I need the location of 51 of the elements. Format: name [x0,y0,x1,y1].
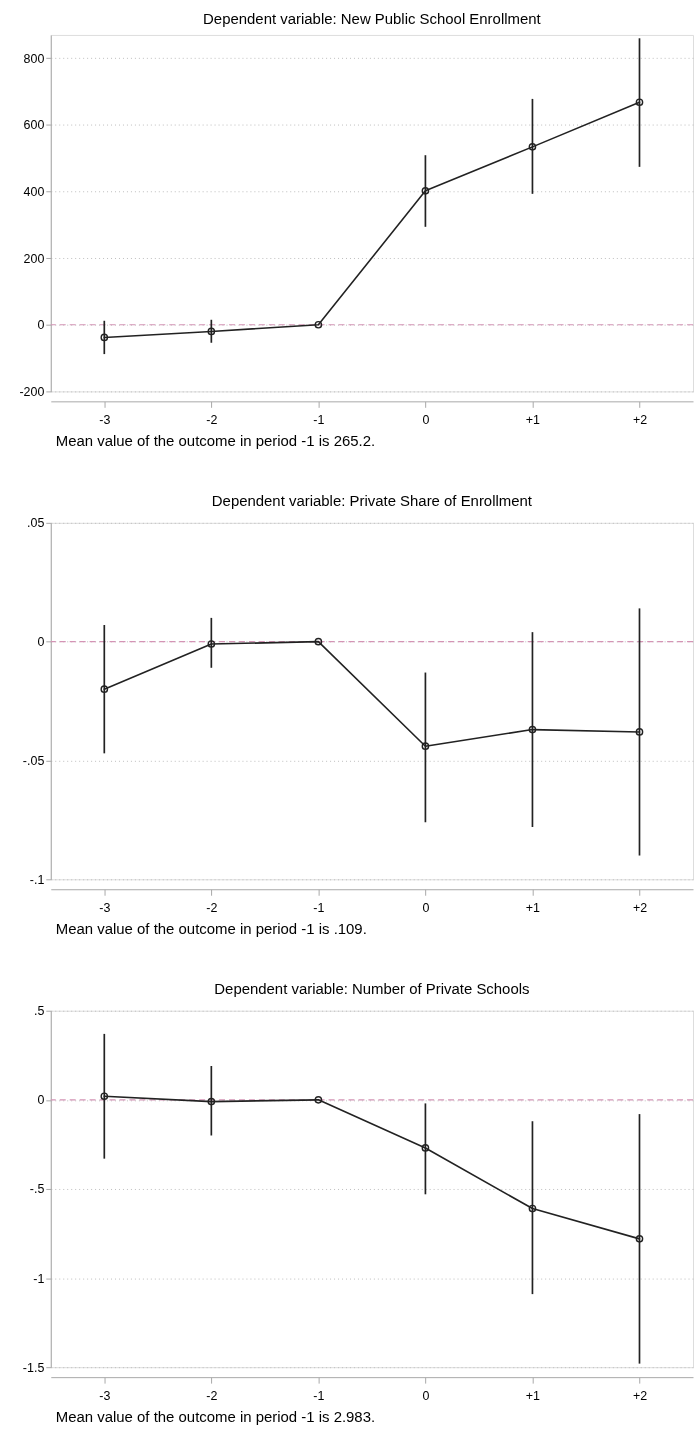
text: Mean value of the outcome in period -1 is .109. [55,920,367,938]
y-tick-label: 800 [23,51,45,66]
y-tick-label: 0 [37,318,45,333]
x-tick-label: 0 [422,412,430,427]
y-tick-label: 200 [23,251,45,266]
point [314,637,323,646]
x-tick-label: -2 [206,1388,218,1403]
x-tick-label: +2 [632,412,648,427]
y-tick-label: -1 [33,1271,45,1286]
x-tick-label: +1 [525,1388,541,1403]
x-tick-label: -2 [206,900,218,915]
point [421,187,430,195]
text: Mean value of the outcome in period -1 is 2.983. [55,1407,376,1425]
x-tick-label: -3 [99,412,111,427]
y-tick-label: 0 [37,1093,45,1108]
y-tick-label: .05 [27,516,45,531]
chart-title: Dependent variable: New Public School Enrollment [203,9,542,27]
y-tick-label: 600 [23,118,45,133]
x-tick-label: +2 [632,1388,648,1403]
y-tick-label: .5 [33,1004,45,1019]
point [314,320,323,329]
y-tick-label: -.5 [29,1182,45,1197]
x-tick-label: +2 [632,900,648,915]
x-tick-label: +1 [525,412,541,427]
point [528,725,537,734]
x-tick-label: -2 [206,412,218,427]
y-tick-label: 0 [37,635,45,650]
y-tick-label: -.05 [22,753,45,768]
y-tick-label: 400 [23,184,45,199]
point [207,1097,216,1106]
point [207,327,216,336]
point [528,143,537,151]
y-tick-label: -1.5 [22,1360,45,1375]
text: Mean value of the outcome in period -1 is 265.2. [55,432,376,450]
x-tick-label: 0 [422,1388,430,1403]
x-tick-label: 0 [422,900,430,915]
point [528,1204,537,1213]
x-tick-label: +1 [525,900,541,915]
chart-title: Dependent variable: Private Share of Enrollment [211,491,533,509]
x-tick-label: -3 [99,1388,111,1403]
x-tick-label: -1 [313,412,325,427]
x-tick-label: -1 [313,900,325,915]
x-tick-label: -1 [313,1388,325,1403]
point [421,1144,430,1152]
y-tick-label: -.1 [29,872,45,887]
point [314,1096,323,1104]
y-tick-label: -200 [19,384,45,399]
x-tick-label: -3 [99,900,111,915]
chart-title: Dependent variable: Number of Private Schools [214,979,530,997]
point [207,640,216,648]
point [421,742,430,751]
